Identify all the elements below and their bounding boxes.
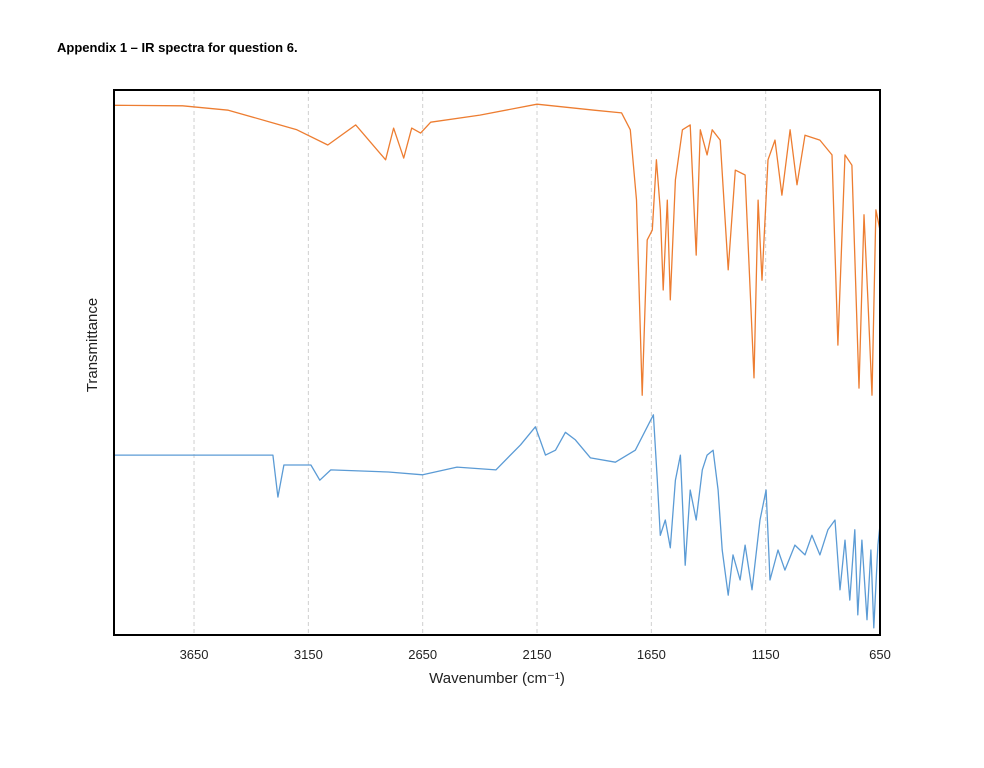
y-axis-label: Transmittance: [84, 298, 101, 392]
x-tick-label: 2150: [523, 647, 552, 662]
x-tick-label: 3650: [180, 647, 209, 662]
x-tick-label: 1650: [637, 647, 666, 662]
x-tick-label: 1150: [752, 647, 780, 662]
x-tick-label: 2650: [408, 647, 437, 662]
x-tick-label: 650: [869, 647, 891, 662]
plot-frame: [113, 89, 881, 636]
x-tick-label: 3150: [294, 647, 323, 662]
spectrum-line: [114, 414, 881, 629]
chart-title: Appendix 1 – IR spectra for question 6.: [57, 40, 298, 55]
spectrum-line: [113, 103, 881, 396]
x-axis-label: Wavenumber (cm⁻¹): [429, 670, 565, 687]
